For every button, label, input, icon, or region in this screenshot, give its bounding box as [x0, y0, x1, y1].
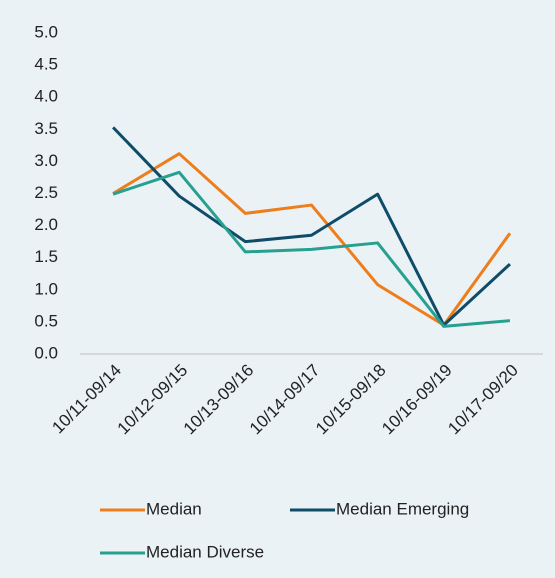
y-tick-label: 4.5 — [34, 55, 58, 74]
y-tick-label: 2.5 — [34, 183, 58, 202]
y-tick-label: 3.5 — [34, 119, 58, 138]
y-tick-label: 3.0 — [34, 151, 58, 170]
y-tick-label: 4.0 — [34, 87, 58, 106]
y-tick-label: 0.0 — [34, 343, 58, 362]
y-tick-label: 1.5 — [34, 247, 58, 266]
y-tick-label: 5.0 — [34, 22, 58, 41]
y-tick-label: 1.0 — [34, 279, 58, 298]
legend-label: Median — [146, 499, 202, 518]
legend-label: Median Diverse — [146, 542, 264, 561]
series-line — [112, 170, 511, 328]
legend-label: Median Emerging — [336, 499, 469, 518]
y-tick-label: 2.0 — [34, 215, 58, 234]
y-tick-label: 0.5 — [34, 311, 58, 330]
